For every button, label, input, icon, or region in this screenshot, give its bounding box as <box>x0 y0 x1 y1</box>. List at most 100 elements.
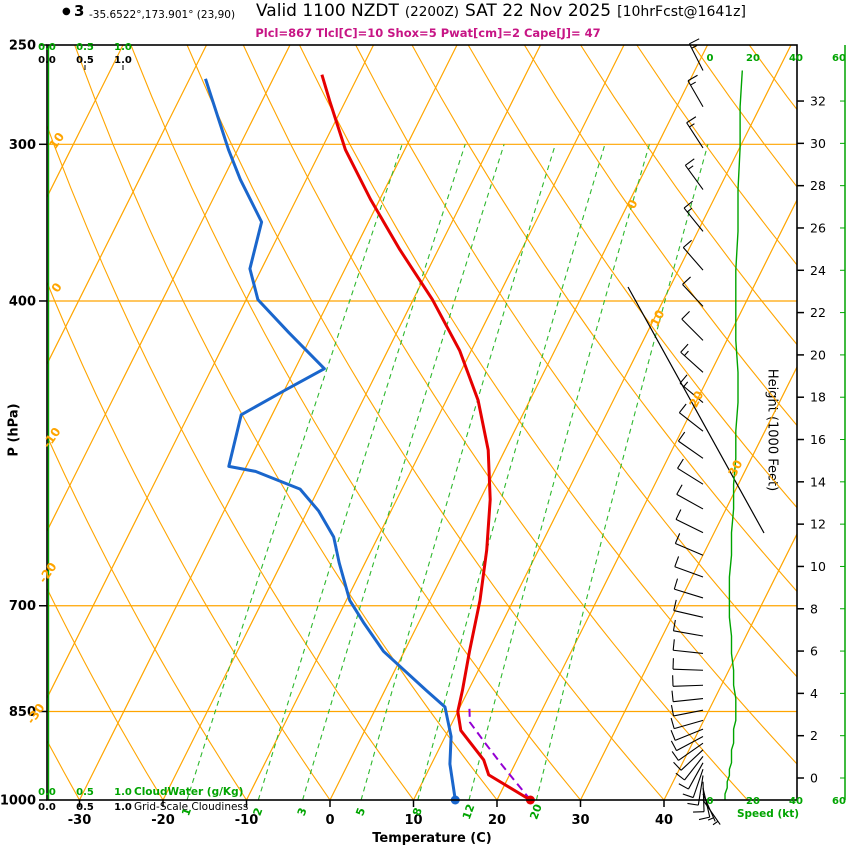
temperature-axis-label: Temperature (C) <box>372 831 492 846</box>
height-tick-label: 12 <box>810 517 826 532</box>
height-tick-label: 24 <box>810 263 826 278</box>
speed-axis-right <box>840 45 846 800</box>
mixing-ratio-label: 5 <box>353 806 368 818</box>
isotherm-line <box>663 532 797 800</box>
isotherm-label: 10 <box>647 308 667 329</box>
temperature-tick-label: -20 <box>151 813 175 828</box>
plot-border <box>46 44 798 801</box>
speed-axis-label: Speed (kt) <box>737 808 799 820</box>
wind-barb <box>680 343 704 373</box>
valid-time-main: Valid 1100 NZDT <box>256 1 399 21</box>
dry-adiabat-line <box>47 280 331 800</box>
wind-barb <box>672 675 704 687</box>
wind-barb <box>679 374 704 403</box>
isotherm-line <box>329 45 709 800</box>
cloudwater-scale-top: 1.0 <box>114 42 132 53</box>
isotherm-line <box>47 45 208 366</box>
wind-barb <box>673 599 704 618</box>
isotherm-line <box>162 45 542 800</box>
wind-barb <box>686 116 704 149</box>
temperature-curve <box>320 74 532 800</box>
dry-adiabat-label: -20 <box>36 560 60 586</box>
wind-barb <box>670 736 704 752</box>
wind-barb <box>677 431 704 459</box>
mixing-ratio-line <box>257 144 466 800</box>
wind-barb <box>693 781 705 813</box>
temperature-tick-label: 10 <box>404 813 422 828</box>
mixing-ratio-line <box>468 144 650 800</box>
height-tick-label: 22 <box>810 305 826 320</box>
cloudiness-scale-bottom: 0.5 <box>76 802 94 813</box>
height-tick-label: 14 <box>810 474 826 489</box>
wind-barb <box>678 762 704 790</box>
cloudwater-scale-top: 0.0 <box>38 42 56 53</box>
mixing-ratio-label: 3 <box>295 806 310 818</box>
wind-barb <box>674 556 704 578</box>
mixing-ratio-label: 2 <box>251 806 266 818</box>
mixing-ratio-line <box>417 144 606 800</box>
wind-barbs <box>670 38 721 826</box>
temperature-tick-label: -30 <box>68 813 92 828</box>
valid-time-zulu: (2200Z) <box>404 4 460 20</box>
pressure-tick-label: 400 <box>9 294 36 309</box>
height-tick-label: 18 <box>810 390 826 405</box>
speed-tick-label-bottom: 40 <box>789 796 803 807</box>
station-marker-dot: ● <box>62 6 71 17</box>
wind-barb <box>675 756 704 781</box>
valid-date: SAT 22 Nov 2025 <box>465 1 612 21</box>
height-tick-label: 26 <box>810 220 826 235</box>
dry-adiabat-line <box>130 45 581 800</box>
height-tick-label: 28 <box>810 178 826 193</box>
dry-adiabat-line <box>47 124 414 800</box>
height-tick-label: 6 <box>810 644 818 659</box>
dry-adiabat-line <box>299 45 797 765</box>
mixing-ratio-line <box>535 144 709 800</box>
wind-barb <box>673 749 704 771</box>
data-boundary-line <box>627 286 765 534</box>
mixing-ratio-label: 12 <box>460 802 477 821</box>
isotherm-line <box>47 45 375 700</box>
pressure-tick-label: 850 <box>9 705 36 720</box>
dry-adiabat-line <box>186 45 665 800</box>
forecast-hour: [10hrFcst@1641z] <box>617 4 746 20</box>
wind-barb <box>671 690 704 703</box>
valid-time-title: Valid 1100 NZDT (2200Z) SAT 22 Nov 2025 … <box>256 1 746 21</box>
sounding-curves <box>204 74 532 800</box>
pressure-tick-label: 700 <box>9 599 36 614</box>
wind-barb <box>676 484 704 510</box>
isotherm-label: 0 <box>624 197 640 211</box>
dry-adiabat-line <box>636 45 797 266</box>
wind-barb <box>672 658 704 671</box>
dry-adiabat-line <box>242 45 748 800</box>
wind-barb <box>673 578 704 599</box>
cloudwater-scale-bottom: 1.0 <box>114 787 132 798</box>
wind-barb <box>670 705 704 717</box>
isotherm-line <box>579 365 797 800</box>
station-id: 3 <box>74 2 85 20</box>
dry-adiabat-line <box>692 45 797 188</box>
stability-indices: Plcl=867 Tlcl[C]=10 Shox=5 Pwat[cm]=2 Ca… <box>255 26 601 40</box>
cloudiness-scale-top: 0.5 <box>76 55 94 66</box>
mixing-ratio-line <box>360 144 556 800</box>
mixing-ratio-line <box>186 144 403 800</box>
wind-barb <box>678 403 704 432</box>
cloudiness-scale-bottom: 1.0 <box>114 802 132 813</box>
wind-barb <box>682 769 704 799</box>
temperature-tick-label: 0 <box>325 813 334 828</box>
isotherm-label: 20 <box>686 389 706 410</box>
wind-barb <box>681 310 704 341</box>
wind-barb <box>677 458 704 485</box>
wind-barb <box>682 276 704 307</box>
isotherm-line <box>412 45 792 800</box>
cloudwater-scale-bottom: 0.5 <box>76 787 94 798</box>
wind-barb <box>684 158 704 190</box>
height-tick-label: 32 <box>810 94 826 109</box>
speed-tick-label-top: 20 <box>746 53 760 64</box>
height-tick-label: 16 <box>810 432 826 447</box>
pressure-tick-label: 250 <box>9 39 36 54</box>
wind-barb <box>698 787 711 821</box>
dry-adiabat-line <box>523 45 797 427</box>
wind-barb <box>675 509 704 534</box>
